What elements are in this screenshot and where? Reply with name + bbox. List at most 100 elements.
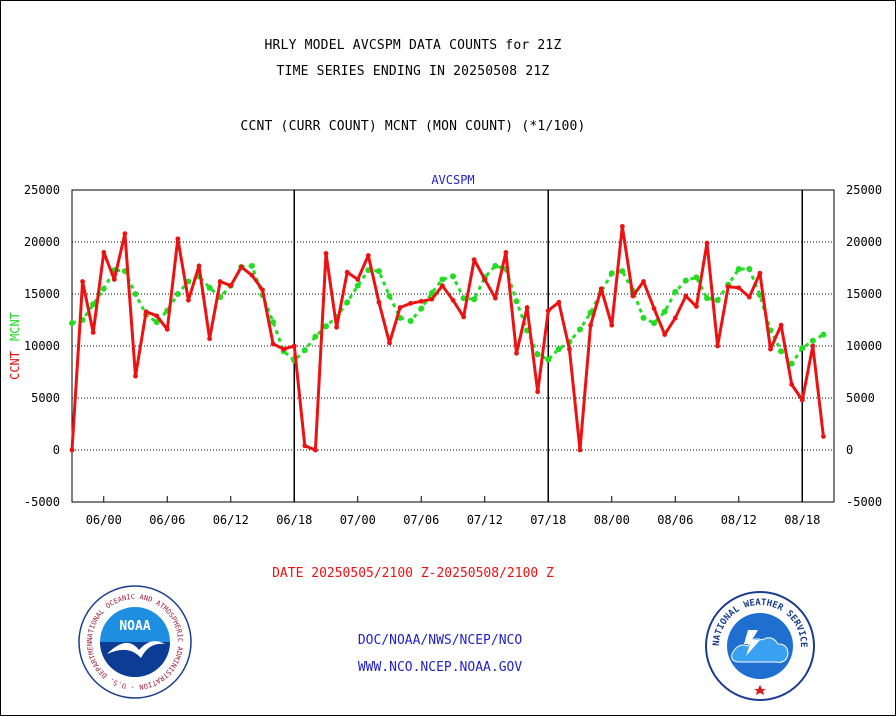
ccnt-point	[651, 306, 657, 311]
ccnt-point	[175, 236, 181, 242]
y-tick-label-right: 5000	[846, 391, 875, 405]
ccnt-point	[111, 277, 117, 282]
mcnt-point	[90, 301, 97, 308]
y-tick-label-left: 0	[53, 443, 60, 457]
ccnt-point	[355, 277, 361, 282]
ccnt-point	[609, 322, 615, 328]
ccnt-point	[101, 250, 107, 255]
ccnt-point	[672, 315, 678, 321]
mcnt-point	[788, 360, 795, 367]
mcnt-point	[386, 293, 393, 300]
ccnt-point	[228, 283, 234, 289]
ccnt-point	[757, 270, 763, 276]
ccnt-point	[514, 350, 519, 356]
ccnt-point	[334, 324, 339, 330]
mcnt-point	[587, 309, 594, 316]
ccnt-point	[503, 250, 509, 255]
ccnt-point	[524, 305, 530, 310]
y-tick-label-right: 10000	[846, 339, 882, 353]
mcnt-point	[460, 295, 467, 302]
ccnt-point	[238, 264, 244, 270]
ccnt-point	[122, 231, 128, 237]
ccnt-point	[630, 293, 636, 299]
ccnt-point	[260, 287, 265, 293]
website-link[interactable]: WWW.NCO.NCEP.NOAA.GOV	[357, 660, 523, 675]
mcnt-point	[248, 262, 255, 269]
date-range-label: DATE 20250505/2100 Z-20250508/2100 Z	[272, 566, 554, 581]
mcnt-point	[428, 289, 435, 296]
x-tick-label: 08/12	[721, 513, 757, 527]
ccnt-point	[725, 284, 731, 290]
mcnt-point	[735, 266, 742, 273]
mcnt-point	[778, 348, 785, 355]
ccnt-point	[387, 340, 392, 346]
ccnt-point	[482, 277, 488, 282]
mcnt-point	[100, 285, 107, 292]
ccnt-point	[768, 346, 773, 352]
x-tick-label: 07/18	[530, 513, 566, 527]
ccnt-point	[302, 443, 308, 449]
y-axis-right: -5000 0 5000 10000 15000 20000 25000	[846, 183, 882, 509]
ccnt-point	[746, 294, 752, 300]
ccnt-point	[217, 279, 223, 284]
mcnt-point	[206, 284, 213, 291]
mcnt-point	[450, 273, 456, 280]
ccnt-point	[408, 300, 414, 306]
mcnt-point	[270, 319, 277, 326]
mcnt-point	[471, 296, 478, 303]
ccnt-point	[736, 285, 742, 291]
mcnt-point	[69, 320, 75, 327]
ccnt-point	[492, 295, 498, 301]
y-tick-label-left: 15000	[24, 287, 60, 301]
grid-lines	[72, 241, 834, 451]
mcnt-point	[608, 270, 615, 277]
ccnt-point	[461, 314, 466, 320]
mcnt-point	[714, 297, 721, 304]
ccnt-point	[471, 257, 477, 263]
x-tick-label: 08/00	[594, 513, 630, 527]
series-ccnt	[69, 224, 826, 453]
ccnt-line	[70, 224, 825, 452]
mcnt-point	[375, 268, 382, 275]
ccnt-point	[641, 279, 646, 284]
x-tick-label: 06/06	[149, 513, 185, 527]
ccnt-point	[418, 298, 424, 304]
mcnt-point	[418, 305, 425, 312]
ccnt-point	[683, 293, 689, 299]
y-tick-label-left: 5000	[31, 391, 60, 405]
plot-frame	[71, 189, 835, 503]
mcnt-point	[153, 319, 160, 326]
x-tick-label: 08/06	[657, 513, 693, 527]
ccnt-point	[556, 299, 562, 305]
mcnt-point	[534, 351, 541, 358]
ccnt-point	[778, 322, 784, 328]
ccnt-point	[207, 336, 212, 342]
ccnt-point	[535, 389, 541, 395]
x-tick-label: 06/00	[86, 513, 122, 527]
mcnt-point	[132, 291, 139, 297]
y-tick-label-left: 20000	[24, 235, 60, 249]
ccnt-point	[545, 308, 551, 314]
noaa-word: NOAA	[119, 619, 150, 634]
ccnt-point	[397, 305, 403, 310]
mcnt-point	[651, 320, 658, 327]
ccnt-point	[133, 373, 138, 379]
y-tick-label-right: 0	[846, 443, 853, 457]
org-line: DOC/NOAA/NWS/NCEP/NCO	[357, 633, 523, 648]
mcnt-point	[492, 262, 499, 269]
ccnt-point	[344, 269, 350, 275]
y-tick-label-right: 20000	[846, 235, 882, 249]
y-tick-label-right: -5000	[846, 495, 882, 509]
series-mcnt	[69, 262, 827, 367]
ccnt-point	[810, 343, 816, 349]
x-axis: 06/00 06/06 06/12 06/18 07/00 07/06 07/12 07/18…	[86, 496, 820, 527]
mcnt-point	[704, 295, 710, 302]
ccnt-point	[164, 326, 170, 332]
x-tick-label: 07/00	[340, 513, 376, 527]
chart-header-line-1: HRLY MODEL AVCSPM DATA COUNTS for 21Z	[264, 38, 562, 53]
mcnt-point	[174, 291, 181, 297]
ccnt-point	[799, 397, 805, 403]
ccnt-point	[694, 304, 699, 309]
ccnt-point	[186, 297, 191, 303]
